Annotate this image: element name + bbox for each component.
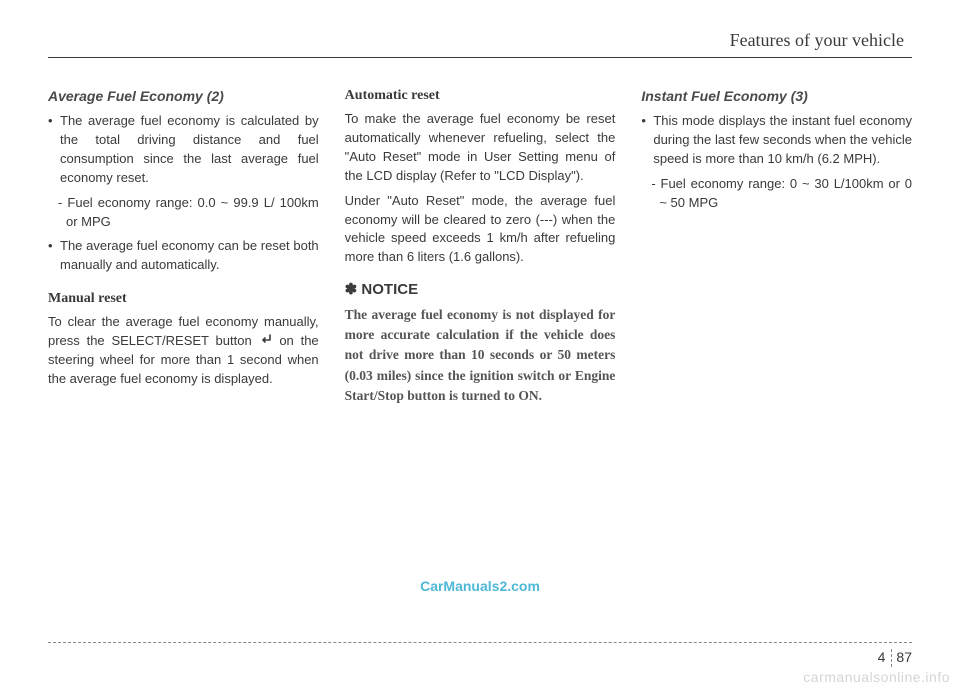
auto-reset-p2: Under "Auto Reset" mode, the average fue… xyxy=(345,192,616,267)
bullet-item: This mode displays the instant fuel econ… xyxy=(641,112,912,169)
return-icon xyxy=(259,332,273,351)
watermark-bottom-right: carmanualsonline.info xyxy=(803,669,950,685)
fuel-range-note: - Fuel economy range: 0.0 ~ 99.9 L/ 100k… xyxy=(48,194,319,232)
footer-rule xyxy=(48,642,912,643)
notice-heading: ✽ NOTICE xyxy=(345,279,616,301)
manual-reset-heading: Manual reset xyxy=(48,289,319,309)
page-num-value: 87 xyxy=(896,649,912,665)
page-number: 4 87 xyxy=(48,649,912,667)
section-header: Features of your vehicle xyxy=(48,30,912,51)
column-1: Average Fuel Economy (2) The average fue… xyxy=(48,86,319,406)
auto-reset-p1: To make the average fuel economy be rese… xyxy=(345,110,616,185)
column-3: Instant Fuel Economy (3) This mode displ… xyxy=(641,86,912,406)
notice-body: The average fuel economy is not displaye… xyxy=(345,305,616,406)
footer: 4 87 xyxy=(48,642,912,667)
avg-fuel-bullets: The average fuel economy is calculated b… xyxy=(48,112,319,187)
instant-range-note: - Fuel economy range: 0 ~ 30 L/100km or … xyxy=(641,175,912,213)
bullet-item: The average fuel economy is calculated b… xyxy=(48,112,319,187)
column-2: Automatic reset To make the average fuel… xyxy=(345,86,616,406)
instant-fuel-heading: Instant Fuel Economy (3) xyxy=(641,86,912,106)
manual-reset-body: To clear the average fuel economy manual… xyxy=(48,313,319,389)
header-rule xyxy=(48,57,912,58)
chapter-num: 4 xyxy=(878,649,886,665)
page-sep xyxy=(891,649,892,667)
content-columns: Average Fuel Economy (2) The average fue… xyxy=(48,86,912,406)
watermark-center: CarManuals2.com xyxy=(420,578,540,594)
instant-fuel-bullets: This mode displays the instant fuel econ… xyxy=(641,112,912,169)
auto-reset-heading: Automatic reset xyxy=(345,86,616,106)
avg-fuel-heading: Average Fuel Economy (2) xyxy=(48,86,319,106)
bullet-item: The average fuel economy can be reset bo… xyxy=(48,237,319,275)
avg-fuel-bullets-2: The average fuel economy can be reset bo… xyxy=(48,237,319,275)
